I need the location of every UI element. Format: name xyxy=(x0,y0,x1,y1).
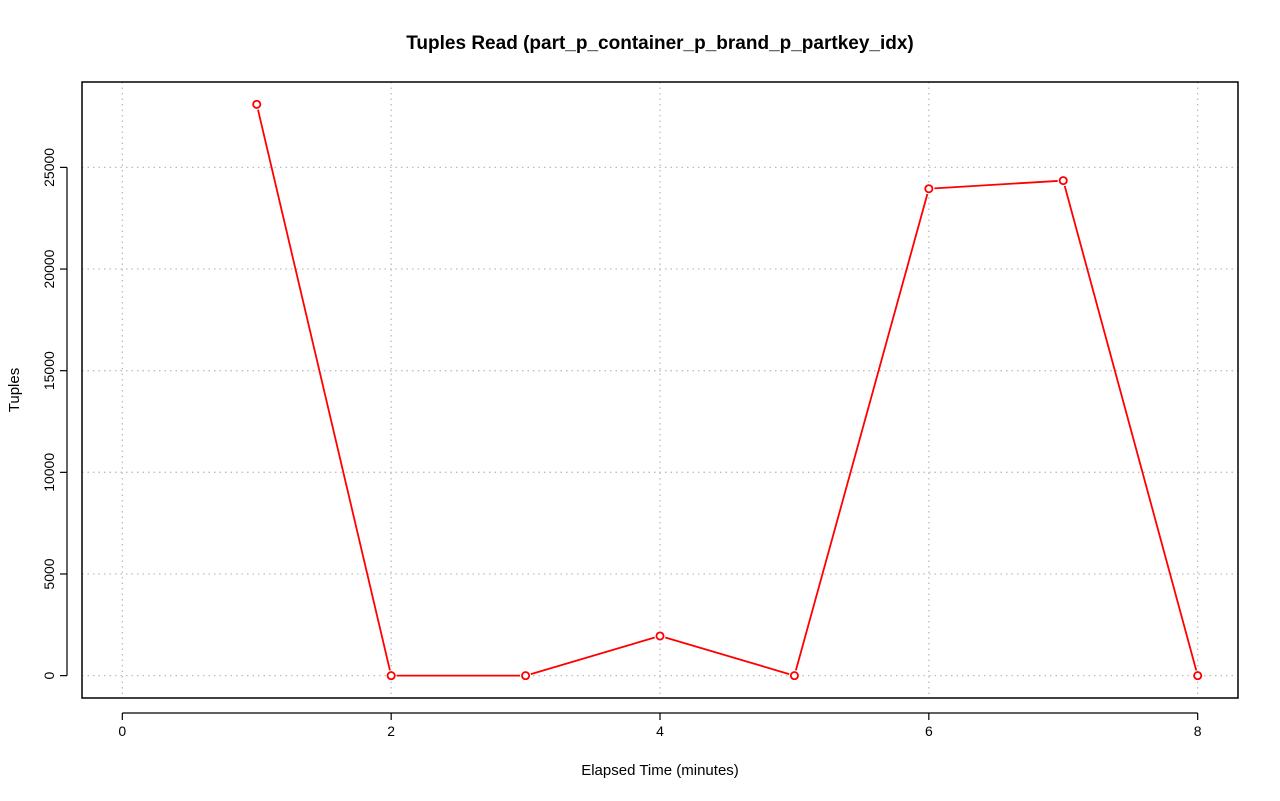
series-line-segment xyxy=(530,636,655,675)
x-tick-label: 6 xyxy=(925,723,933,739)
data-point xyxy=(252,99,262,109)
x-tick-label: 0 xyxy=(118,723,126,739)
series-line-segment xyxy=(795,193,929,671)
data-point xyxy=(521,671,531,681)
series-line-segment xyxy=(665,636,790,675)
data-point xyxy=(789,671,799,681)
y-tick-label: 20000 xyxy=(41,249,57,288)
y-tick-label: 15000 xyxy=(41,351,57,390)
y-tick-label: 5000 xyxy=(41,558,57,589)
chart-title: Tuples Read (part_p_container_p_brand_p_… xyxy=(406,33,914,54)
y-tick-label: 0 xyxy=(41,672,57,680)
x-axis-label: Elapsed Time (minutes) xyxy=(581,762,739,779)
data-series xyxy=(252,99,1203,681)
plot-area-frame xyxy=(81,81,1239,699)
series-line-segment xyxy=(1063,185,1198,671)
x-tick-label: 8 xyxy=(1194,723,1202,739)
series-line-segment xyxy=(934,180,1058,190)
data-point xyxy=(1193,671,1203,681)
y-tick-label: 25000 xyxy=(41,148,57,187)
y-tick-label: 10000 xyxy=(41,453,57,492)
y-axis-label: Tuples xyxy=(6,368,23,412)
x-tick-label: 2 xyxy=(387,723,395,739)
x-tick-label: 4 xyxy=(656,723,664,739)
axes: 0 2 4 6 8 0 5000 10000 15000 20000 25000 xyxy=(41,148,1202,739)
data-point xyxy=(655,631,665,641)
series-line-segment xyxy=(257,109,391,671)
data-point xyxy=(924,184,934,194)
data-point xyxy=(1058,176,1068,186)
data-point xyxy=(386,671,396,681)
grid xyxy=(82,82,1238,698)
